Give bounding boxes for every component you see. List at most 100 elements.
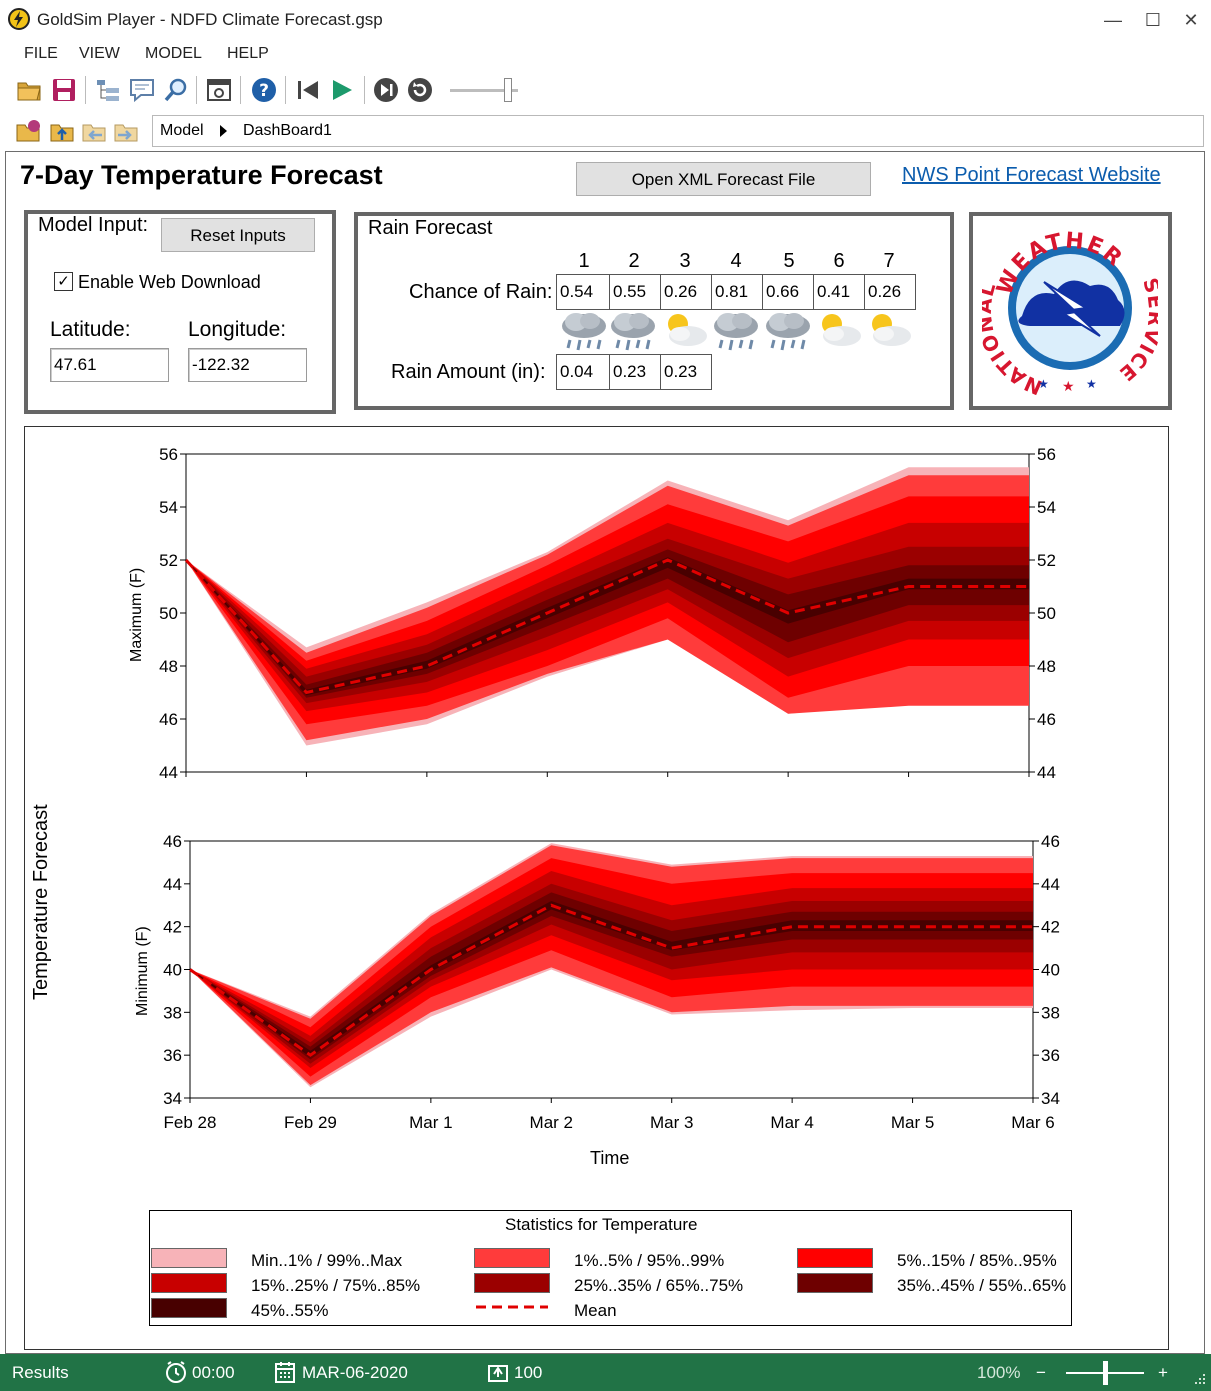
- realizations-icon: [488, 1365, 508, 1382]
- breadcrumb-current[interactable]: DashBoard1: [243, 122, 332, 139]
- y-tick-label: 36: [163, 1046, 182, 1065]
- x-tick-label: Mar 2: [530, 1113, 573, 1132]
- day-number: 1: [578, 250, 590, 272]
- folder-home-icon[interactable]: [14, 117, 42, 145]
- y-tick-label: 46: [163, 832, 182, 851]
- status-results[interactable]: Results: [12, 1363, 69, 1382]
- zoom-out-button[interactable]: −: [1036, 1363, 1046, 1382]
- maximize-button[interactable]: ☐: [1144, 10, 1162, 30]
- y-tick-label: 50: [1037, 604, 1056, 623]
- y-tick-label: 42: [163, 918, 182, 937]
- zoom-in-button[interactable]: +: [1158, 1363, 1168, 1382]
- legend-label: 15%..25% / 75%..85%: [251, 1276, 421, 1295]
- x-tick-label: Mar 6: [1011, 1113, 1054, 1132]
- reset-icon[interactable]: [406, 76, 434, 104]
- status-realizations: 100: [514, 1363, 543, 1382]
- save-icon[interactable]: [50, 76, 78, 104]
- close-button[interactable]: ✕: [1183, 10, 1199, 30]
- band-min-6: [190, 892, 1033, 1060]
- svg-text:★: ★: [1086, 377, 1097, 391]
- help-icon[interactable]: ?: [250, 76, 278, 104]
- day-number: 6: [833, 250, 845, 272]
- chance-of-rain-label: Chance of Rain:: [409, 281, 553, 303]
- time-axis-label: Time: [590, 1148, 630, 1168]
- zoom-slider-thumb[interactable]: [1103, 1361, 1108, 1385]
- status-time: 00:00: [192, 1363, 235, 1382]
- y-tick-label: 54: [159, 498, 178, 517]
- rain-amount-label: Rain Amount (in):: [391, 361, 546, 383]
- y-tick-label: 44: [159, 763, 178, 782]
- legend-label: 25%..35% / 65%..75%: [574, 1276, 744, 1295]
- rain-amount-cell: 0.23: [609, 354, 661, 390]
- dashboard-icon[interactable]: [205, 76, 233, 104]
- legend-swatch: [151, 1248, 227, 1268]
- toolbar-separator: [196, 76, 197, 104]
- day-number: 5: [783, 250, 795, 272]
- open-folder-icon[interactable]: [15, 76, 43, 104]
- chart-legend: [149, 1210, 1072, 1326]
- model-input-title: Model Input:: [38, 214, 149, 236]
- y-tick-label: 40: [163, 961, 182, 980]
- longitude-field[interactable]: -122.32: [188, 348, 307, 382]
- y-tick-label: 48: [1037, 657, 1056, 676]
- open-xml-forecast-button[interactable]: Open XML Forecast File: [576, 162, 871, 196]
- menu-view[interactable]: VIEW: [79, 45, 120, 62]
- status-bar: [0, 1354, 1211, 1391]
- mean-line-max: [184, 558, 1029, 695]
- reset-inputs-button[interactable]: Reset Inputs: [161, 218, 315, 252]
- latitude-field[interactable]: 47.61: [50, 348, 169, 382]
- day-number: 4: [730, 250, 742, 272]
- breadcrumb[interactable]: [152, 115, 1204, 147]
- menu-model[interactable]: MODEL: [145, 45, 202, 62]
- y-tick-label: 52: [1037, 551, 1056, 570]
- run-icon[interactable]: [328, 76, 356, 104]
- rain-forecast-title: Rain Forecast: [368, 217, 493, 239]
- legend-swatch: [474, 1273, 550, 1293]
- toolbar-separator: [85, 76, 86, 104]
- time-slider-track[interactable]: [450, 89, 518, 92]
- step-forward-icon[interactable]: [372, 76, 400, 104]
- svg-text:★: ★: [1062, 378, 1075, 394]
- legend-label: Mean: [574, 1301, 617, 1320]
- time-slider-thumb[interactable]: [504, 78, 512, 102]
- y-tick-label: 46: [1037, 710, 1056, 729]
- breadcrumb-separator-icon: [220, 125, 227, 137]
- rain-amount-cell: 0.04: [556, 354, 610, 390]
- folder-forward-icon[interactable]: [112, 117, 140, 145]
- legend-mean-line: [476, 1305, 548, 1309]
- legend-swatch: [151, 1273, 227, 1293]
- clock-icon: [166, 1361, 186, 1383]
- y-tick-label: 36: [1041, 1046, 1060, 1065]
- comment-icon[interactable]: [128, 76, 156, 104]
- resize-grip-icon[interactable]: [1188, 1370, 1206, 1388]
- y-tick-label: 56: [159, 445, 178, 464]
- day-number: 2: [628, 250, 640, 272]
- web-download-checkbox[interactable]: ✓: [54, 272, 73, 291]
- menu-file[interactable]: FILE: [24, 45, 58, 62]
- menu-help[interactable]: HELP: [227, 45, 269, 62]
- y-tick-label: 48: [159, 657, 178, 676]
- partly-sunny-icon: [668, 314, 707, 346]
- search-icon[interactable]: [162, 76, 190, 104]
- y-tick-label: 46: [159, 710, 178, 729]
- breadcrumb-model[interactable]: Model: [160, 122, 204, 139]
- chart-frame: [24, 426, 1169, 1350]
- band-max-6: [186, 549, 1029, 698]
- calendar-icon: [275, 1362, 295, 1383]
- folder-back-icon[interactable]: [80, 117, 108, 145]
- nws-forecast-link[interactable]: NWS Point Forecast Website: [902, 164, 1161, 186]
- legend-label: Min..1% / 99%..Max: [251, 1251, 403, 1270]
- folder-up-icon[interactable]: [48, 117, 76, 145]
- toolbar-separator: [285, 76, 286, 104]
- y-tick-label: 40: [1041, 961, 1060, 980]
- legend-swatch: [797, 1248, 873, 1268]
- legend-swatch: [474, 1248, 550, 1268]
- legend-label: 45%..55%: [251, 1301, 329, 1320]
- goldsim-app-icon: [8, 8, 30, 30]
- minimize-button[interactable]: —: [1104, 10, 1122, 30]
- y-tick-label: 50: [159, 604, 178, 623]
- browser-tree-icon[interactable]: [94, 76, 122, 104]
- step-back-icon[interactable]: [294, 76, 322, 104]
- y-tick-label: 52: [159, 551, 178, 570]
- chance-cell: 0.26: [864, 274, 916, 310]
